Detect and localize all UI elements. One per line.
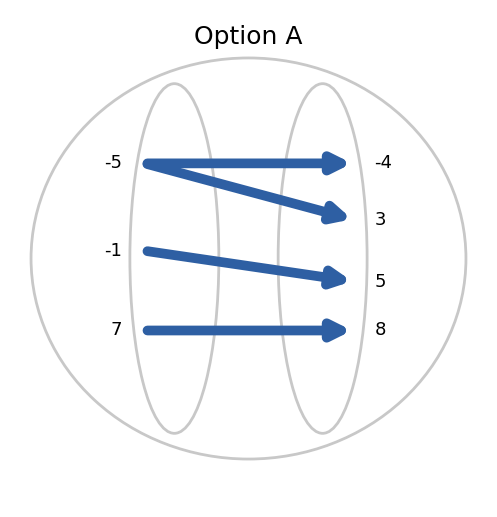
Text: 5: 5 bbox=[375, 272, 386, 291]
Text: Option A: Option A bbox=[194, 25, 303, 50]
Text: 3: 3 bbox=[375, 211, 386, 229]
Text: -4: -4 bbox=[375, 155, 393, 172]
Text: -5: -5 bbox=[104, 155, 122, 172]
Text: -1: -1 bbox=[104, 242, 122, 260]
Text: 7: 7 bbox=[111, 322, 122, 340]
Text: 8: 8 bbox=[375, 322, 386, 340]
